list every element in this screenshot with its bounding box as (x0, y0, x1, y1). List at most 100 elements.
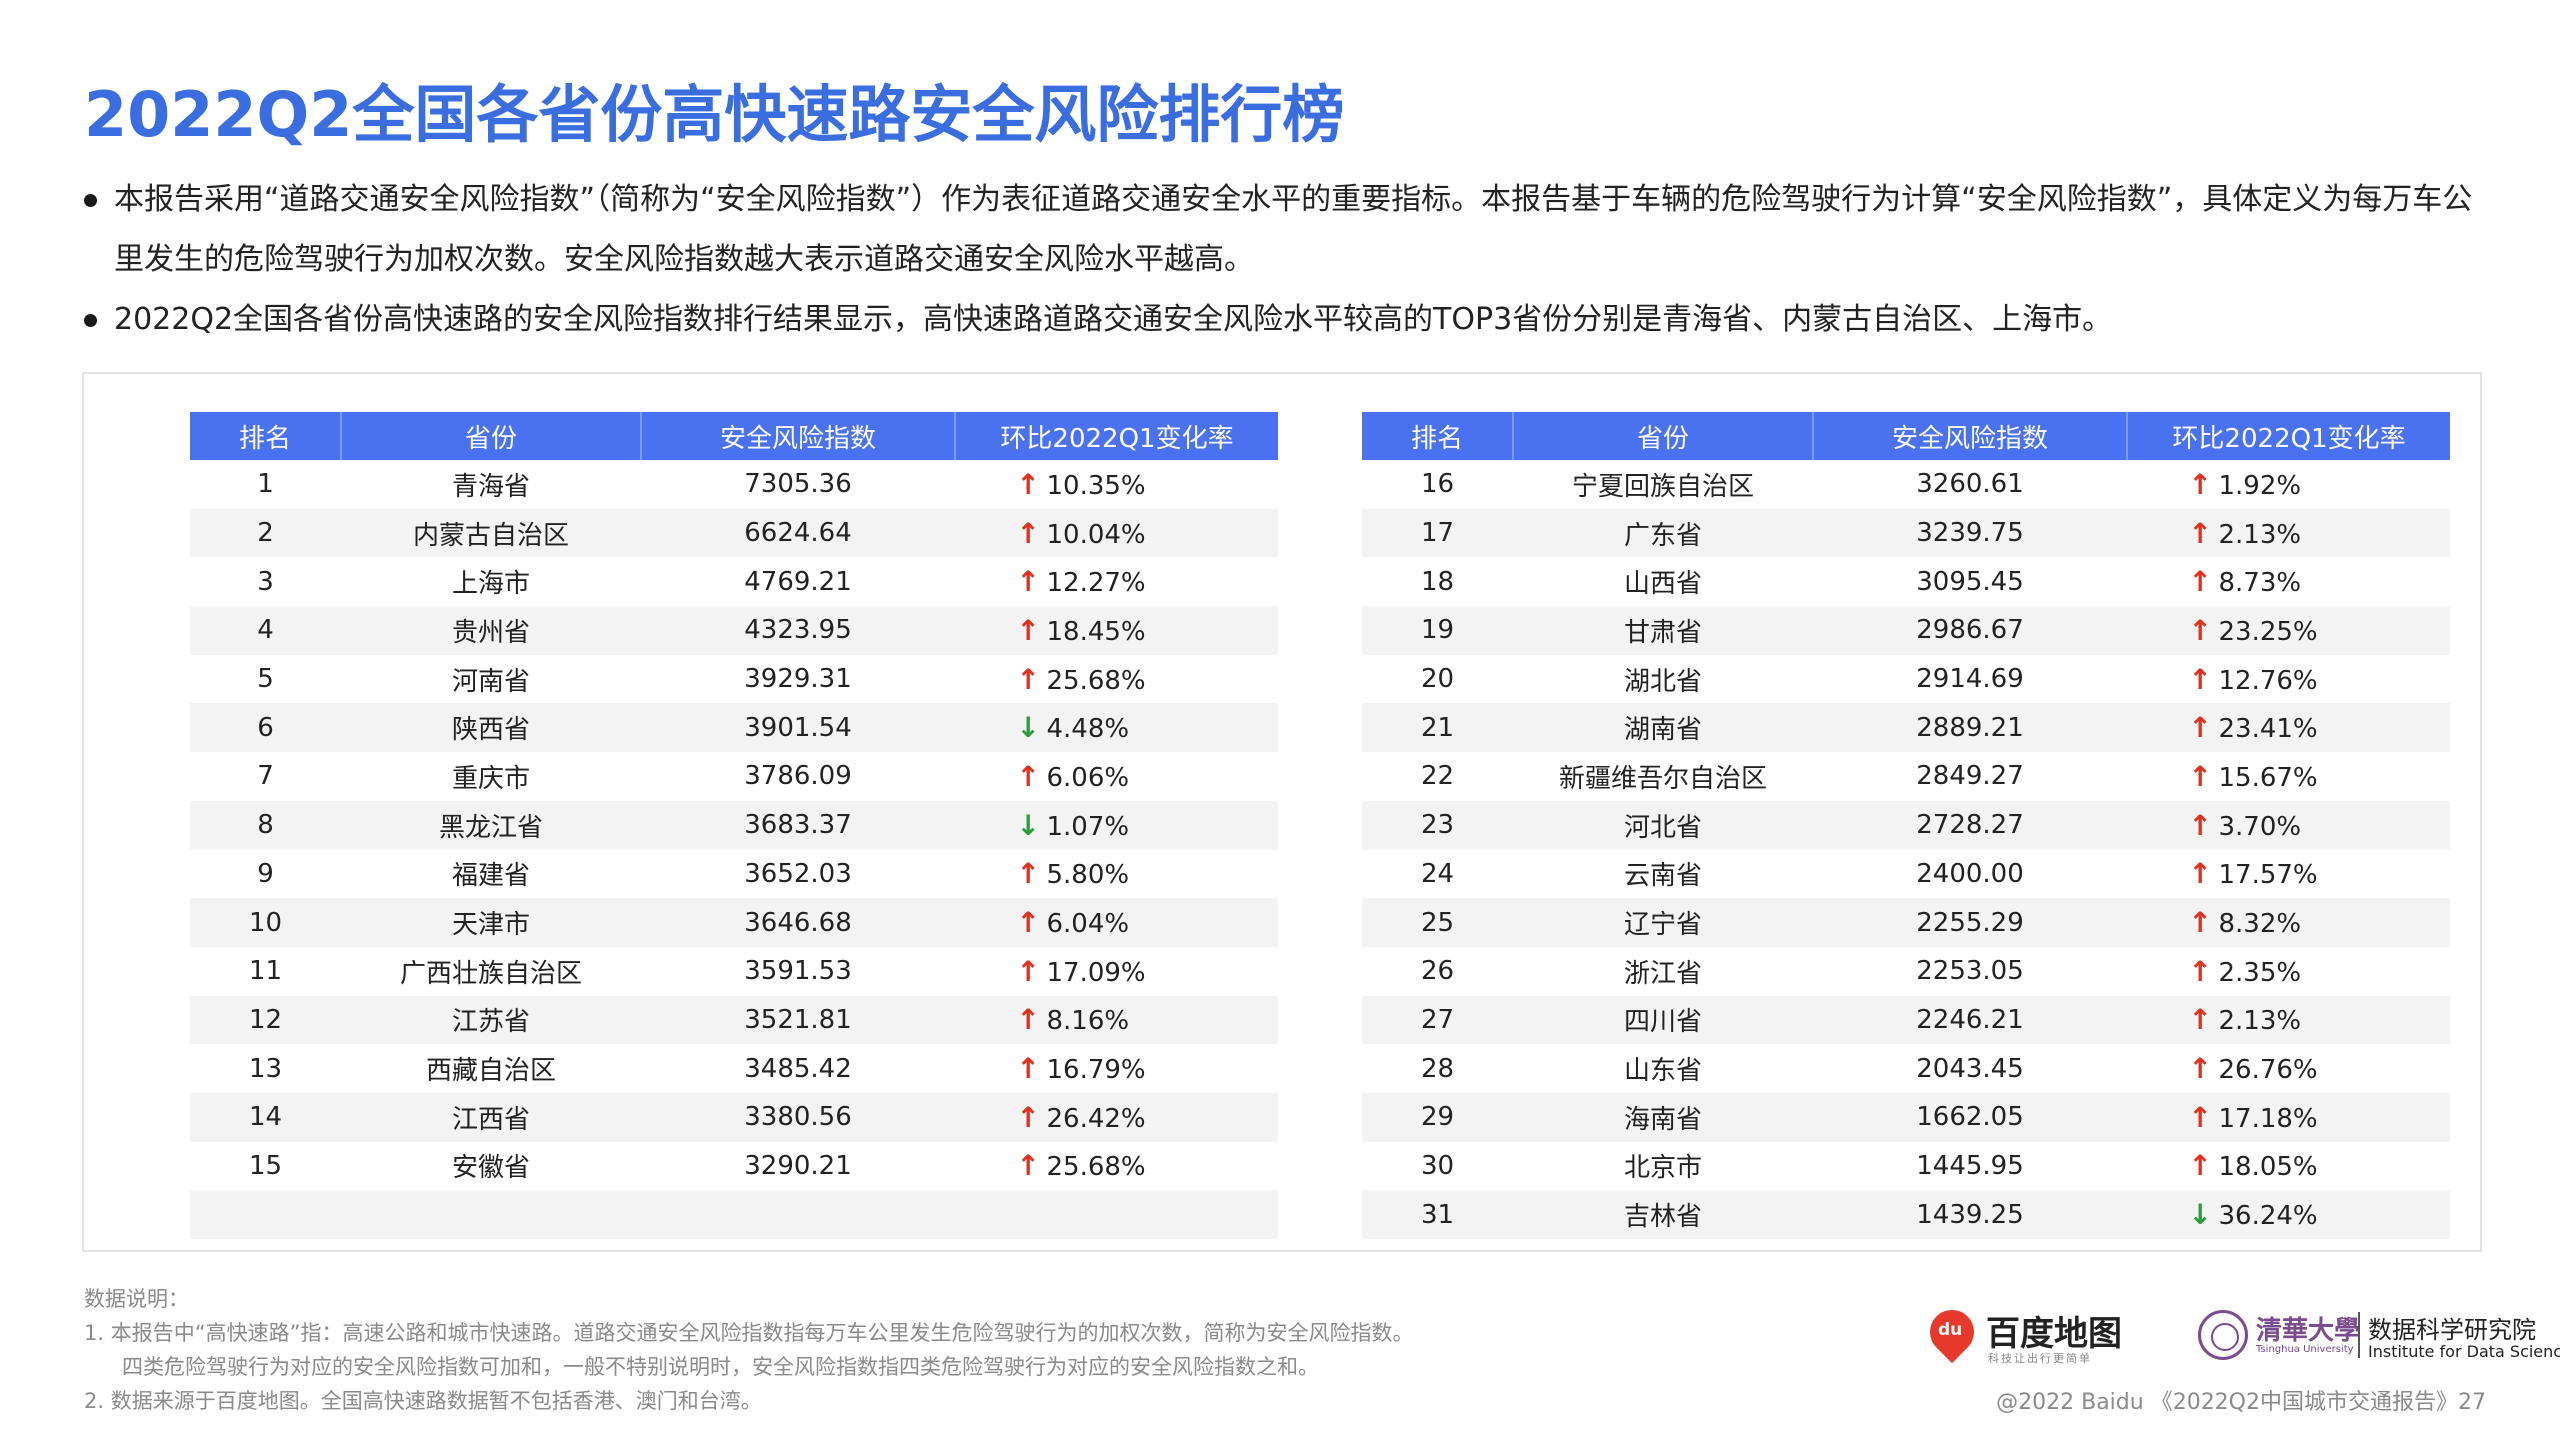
rank-cell: 15 (248, 1150, 283, 1181)
arrow-up-icon: ↑ (2188, 1003, 2212, 1037)
table-row: 3 上海市 4769.21 ↑ 12.27% (190, 557, 1278, 606)
table-row: 31 吉林省 1439.25 ↓ 36.24% (1362, 1190, 2450, 1239)
rank-cell: 22 (1420, 761, 1455, 792)
arrow-up-icon: ↑ (1016, 954, 1040, 988)
page-title: 2022Q2全国各省份高快速路安全风险排行榜 (84, 78, 1345, 151)
change-text: 17.57% (2218, 860, 2318, 891)
change-value: ↑ 17.09% (1017, 955, 1217, 988)
change-cell: ↑ 6.04% (955, 898, 1278, 947)
change-value: ↑ 10.35% (1017, 468, 1217, 501)
index-cell: 2043.45 (1916, 1053, 2024, 1084)
header-index: 安全风险指数 (641, 412, 956, 460)
rank-cell: 27 (1362, 995, 1513, 1045)
arrow-up-icon: ↑ (2188, 711, 2212, 745)
change-value: ↑ 6.04% (1017, 906, 1217, 939)
header-rank: 排名 (190, 412, 342, 460)
rank-cell: 12 (190, 995, 341, 1045)
change-cell: ↑ 26.42% (955, 1092, 1278, 1142)
baidu-map-name: 百度地图 (1986, 1314, 2122, 1354)
arrow-up-icon: ↑ (2188, 613, 2212, 647)
change-text: 23.25% (2218, 616, 2318, 647)
change-cell: ↑ 16.79% (955, 1044, 1278, 1093)
table-row: 20 湖北省 2914.69 ↑ 12.76% (1362, 655, 2450, 704)
rank-cell: 31 (1362, 1190, 1513, 1239)
change-cell: ↑ 12.27% (955, 557, 1278, 606)
rank-cell: 29 (1362, 1092, 1513, 1142)
province-cell: 云南省 (1623, 861, 1702, 892)
change-value: ↑ 26.42% (1017, 1101, 1217, 1134)
province-cell: 新疆维吾尔自治区 (1558, 763, 1767, 794)
table-row: 23 河北省 2728.27 ↑ 3.70% (1362, 800, 2450, 850)
table-row: 5 河南省 3929.31 ↑ 25.68% (190, 655, 1278, 704)
table-header-row: 排名 省份 安全风险指数 环比2022Q1变化率 (1362, 412, 2450, 460)
change-text: 8.16% (1046, 1006, 1130, 1037)
table-row: 26 浙江省 2253.05 ↑ 2.35% (1362, 947, 2450, 996)
rank-cell: 6 (190, 703, 341, 753)
change-value: ↑ 25.68% (1017, 1149, 1217, 1182)
change-text: 16.79% (1046, 1055, 1146, 1086)
province-cell: 福建省 (451, 861, 530, 892)
change-value: ↓ 1.07% (1017, 809, 1217, 842)
change-value: ↓ 4.48% (1017, 711, 1217, 744)
arrow-up-icon: ↑ (2188, 954, 2212, 988)
province-cell: 重庆市 (451, 763, 530, 794)
table-row: 16 宁夏回族自治区 3260.61 ↑ 1.92% (1362, 460, 2450, 509)
table-row: 17 广东省 3239.75 ↑ 2.13% (1362, 508, 2450, 558)
change-value: ↑ 12.76% (2189, 663, 2389, 696)
index-cell: 3260.61 (1916, 469, 2024, 500)
change-value: ↑ 12.27% (1017, 565, 1217, 598)
change-cell: ↑ 6.06% (955, 752, 1278, 801)
province-cell: 西藏自治区 (425, 1056, 556, 1087)
change-text: 1.07% (1046, 811, 1130, 842)
arrow-up-icon: ↑ (1016, 1003, 1040, 1037)
change-value: ↑ 16.79% (1017, 1052, 1217, 1085)
index-cell: 3786.09 (744, 761, 852, 792)
change-cell: ↑ 8.16% (955, 995, 1278, 1045)
change-text: 25.68% (1046, 1152, 1146, 1183)
ranking-table-right: 排名 省份 安全风险指数 环比2022Q1变化率 16 宁夏回族自治区 3260.6… (1362, 412, 2450, 1239)
table-row: 15 安徽省 3290.21 ↑ 25.68% (190, 1142, 1278, 1191)
change-value: ↑ 8.73% (2189, 565, 2389, 598)
change-text: 10.35% (1046, 470, 1146, 501)
arrow-up-icon: ↑ (1016, 1149, 1040, 1183)
province-cell: 甘肃省 (1513, 606, 1813, 655)
table-row: 9 福建省 3652.03 ↑ 5.80% (190, 850, 1278, 899)
change-text: 3.70% (2218, 811, 2302, 842)
change-value: ↑ 2.13% (2189, 1003, 2389, 1036)
arrow-up-icon: ↑ (2188, 1149, 2212, 1183)
arrow-up-icon: ↑ (1016, 1052, 1040, 1086)
arrow-up-icon: ↑ (2188, 1052, 2212, 1086)
province-cell: 山西省 (1623, 569, 1702, 600)
province-cell: 辽宁省 (1513, 898, 1813, 947)
change-cell: ↑ 12.76% (2127, 655, 2450, 704)
change-value: ↑ 23.25% (2189, 614, 2389, 647)
table-row: 14 江西省 3380.56 ↑ 26.42% (190, 1092, 1278, 1142)
tsinghua-name-cn: 清華大學 (2256, 1316, 2361, 1346)
index-cell: 2255.29 (1813, 898, 2127, 947)
index-cell: 3521.81 (641, 995, 955, 1045)
province-cell: 陕西省 (341, 703, 641, 753)
ranking-table-right-body: 16 宁夏回族自治区 3260.61 ↑ 1.92% 17 广东省 3239.75 ↑ 2.13%… (1362, 460, 2450, 1239)
change-text: 12.27% (1046, 568, 1146, 599)
change-cell: ↑ 10.04% (955, 508, 1278, 558)
ids-name-cn: 数据科学研究院 (2368, 1316, 2536, 1344)
change-text: 2.13% (2218, 519, 2302, 550)
rank-cell: 11 (248, 956, 283, 987)
change-cell: ↓ 36.24% (2127, 1190, 2450, 1239)
arrow-up-icon: ↑ (1016, 857, 1040, 891)
table-row: 10 天津市 3646.68 ↑ 6.04% (190, 898, 1278, 947)
rank-cell: 21 (1362, 703, 1513, 753)
rank-cell: 2 (190, 508, 341, 558)
change-cell: ↑ 25.68% (955, 1142, 1278, 1191)
header-change: 环比2022Q1变化率 (955, 412, 1278, 460)
province-cell: 天津市 (341, 898, 641, 947)
table-row: 24 云南省 2400.00 ↑ 17.57% (1362, 850, 2450, 899)
index-cell: 2889.21 (1813, 703, 2127, 753)
change-cell: ↑ 8.32% (2127, 898, 2450, 947)
change-text: 17.18% (2218, 1103, 2318, 1134)
arrow-up-icon: ↑ (1016, 516, 1040, 550)
change-value: ↓ 36.24% (2189, 1198, 2389, 1231)
arrow-up-icon: ↑ (2188, 759, 2212, 793)
table-row: 6 陕西省 3901.54 ↓ 4.48% (190, 703, 1278, 753)
change-cell: ↑ 10.35% (955, 460, 1278, 509)
